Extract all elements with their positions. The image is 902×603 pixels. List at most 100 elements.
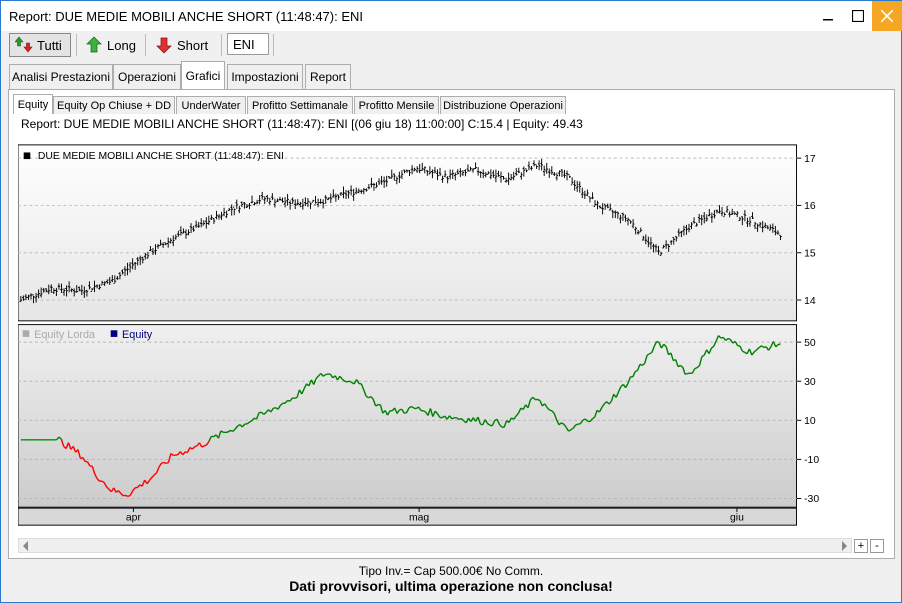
equity-segment xyxy=(758,345,762,349)
equity-segment xyxy=(417,406,422,411)
equity-segment xyxy=(598,407,603,413)
equity-segment xyxy=(363,389,367,397)
subtab-equity[interactable]: Equity xyxy=(13,94,53,114)
equity-tick-label: -10 xyxy=(804,455,819,466)
equity-segment xyxy=(487,423,491,426)
equity-segment xyxy=(658,342,663,349)
equity-segment xyxy=(555,419,560,426)
equity-segment xyxy=(441,415,446,419)
equity-segment xyxy=(777,343,781,346)
tab-report[interactable]: Report xyxy=(305,64,351,89)
equity-segment xyxy=(232,428,236,432)
equity-segment xyxy=(698,356,703,366)
equity-segment xyxy=(718,335,722,339)
equity-segment xyxy=(165,461,169,465)
tab-impostazioni[interactable]: Impostazioni xyxy=(227,64,303,89)
equity-segment xyxy=(734,340,739,346)
equity-segment xyxy=(436,413,441,418)
equity-segment xyxy=(482,419,486,426)
scroll-left-icon[interactable] xyxy=(22,541,30,551)
subtab-underwater[interactable]: UnderWater xyxy=(176,96,246,114)
equity-segment xyxy=(522,404,527,410)
horizontal-scrollbar[interactable] xyxy=(18,538,852,553)
zoom-in-button[interactable]: + xyxy=(854,539,868,553)
equity-segment xyxy=(484,419,489,424)
equity-segment xyxy=(413,407,417,410)
equity-segment xyxy=(410,405,415,409)
maximize-button[interactable] xyxy=(844,1,872,31)
equity-segment xyxy=(646,353,650,356)
equity-segment xyxy=(372,399,377,407)
zoom-out-button[interactable]: - xyxy=(870,539,884,553)
equity-segment xyxy=(725,337,729,342)
equity-segment xyxy=(279,402,284,406)
equity-segment xyxy=(284,400,289,404)
equity-segment xyxy=(451,417,455,420)
equity-segment xyxy=(349,380,353,384)
long-button[interactable]: Long xyxy=(83,33,141,57)
equity-segment xyxy=(572,424,577,429)
scroll-right-icon[interactable] xyxy=(840,541,848,551)
equity-segment xyxy=(575,423,579,426)
equity-segment xyxy=(80,456,84,460)
equity-segment xyxy=(137,484,141,488)
equity-segment xyxy=(360,383,365,391)
subtab-distribuzione-operazioni[interactable]: Distribuzione Operazioni xyxy=(440,96,566,114)
equity-segment xyxy=(113,487,117,493)
equity-segment xyxy=(670,352,674,361)
short-button[interactable]: Short xyxy=(153,33,217,57)
price-tick-label: 16 xyxy=(804,201,816,212)
equity-segment xyxy=(496,418,501,425)
ticker-field[interactable]: ENI xyxy=(227,33,269,55)
equity-segment xyxy=(498,424,503,428)
equity-segment xyxy=(408,405,412,409)
equity-segment xyxy=(186,447,191,453)
equity-segment xyxy=(368,396,372,399)
tab-grafici[interactable]: Grafici xyxy=(181,61,225,89)
equity-segment xyxy=(205,440,210,446)
equity-segment xyxy=(641,362,646,366)
tutti-button[interactable]: Tutti xyxy=(9,33,71,57)
equity-line xyxy=(20,335,781,498)
equity-segment xyxy=(632,371,636,378)
price-legend-label: DUE MEDIE MOBILI ANCHE SHORT (11:48:47):… xyxy=(38,151,284,162)
equity-segment xyxy=(355,379,360,384)
tab-analisi-prestazioni[interactable]: Analisi Prestazioni xyxy=(9,64,113,89)
equity-segment xyxy=(694,366,698,370)
equity-segment xyxy=(480,423,483,426)
equity-segment xyxy=(587,420,591,423)
equity-segment xyxy=(227,429,231,433)
equity-segment xyxy=(217,430,222,439)
window-title: Report: DUE MEDIE MOBILI ANCHE SHORT (11… xyxy=(9,9,363,24)
equity-segment xyxy=(568,429,572,432)
close-button[interactable] xyxy=(872,1,902,31)
equity-segment xyxy=(544,403,548,408)
equity-legend-square-icon xyxy=(110,330,118,337)
equity-segment xyxy=(94,473,98,479)
equity-segment xyxy=(653,341,658,347)
equity-segment xyxy=(539,400,543,407)
equity-tick-label: 30 xyxy=(804,377,816,388)
equity-segment xyxy=(394,407,398,414)
equity-segment xyxy=(260,411,265,415)
equity-segment xyxy=(763,346,767,349)
equity-segment xyxy=(184,451,188,454)
equity-segment xyxy=(194,445,198,448)
down-arrow-icon xyxy=(156,37,172,54)
maximize-icon xyxy=(852,10,864,22)
toolbar-separator xyxy=(273,34,274,56)
equity-segment xyxy=(627,376,632,384)
equity-segment xyxy=(546,407,550,411)
subtab-equity-op-chiuse-dd[interactable]: Equity Op Chiuse + DD xyxy=(53,96,175,114)
minimize-button[interactable] xyxy=(814,1,842,31)
subtab-profitto-settimanale[interactable]: Profitto Settimanale xyxy=(247,96,353,114)
equity-segment xyxy=(103,482,108,488)
equity-segment xyxy=(182,451,186,456)
subtab-profitto-mensile[interactable]: Profitto Mensile xyxy=(354,96,439,114)
equity-segment xyxy=(127,494,131,498)
price-bars xyxy=(19,158,782,304)
equity-segment xyxy=(529,396,534,401)
equity-segment xyxy=(703,349,708,356)
tab-operazioni[interactable]: Operazioni xyxy=(113,64,181,89)
up-arrow-icon xyxy=(86,36,102,53)
